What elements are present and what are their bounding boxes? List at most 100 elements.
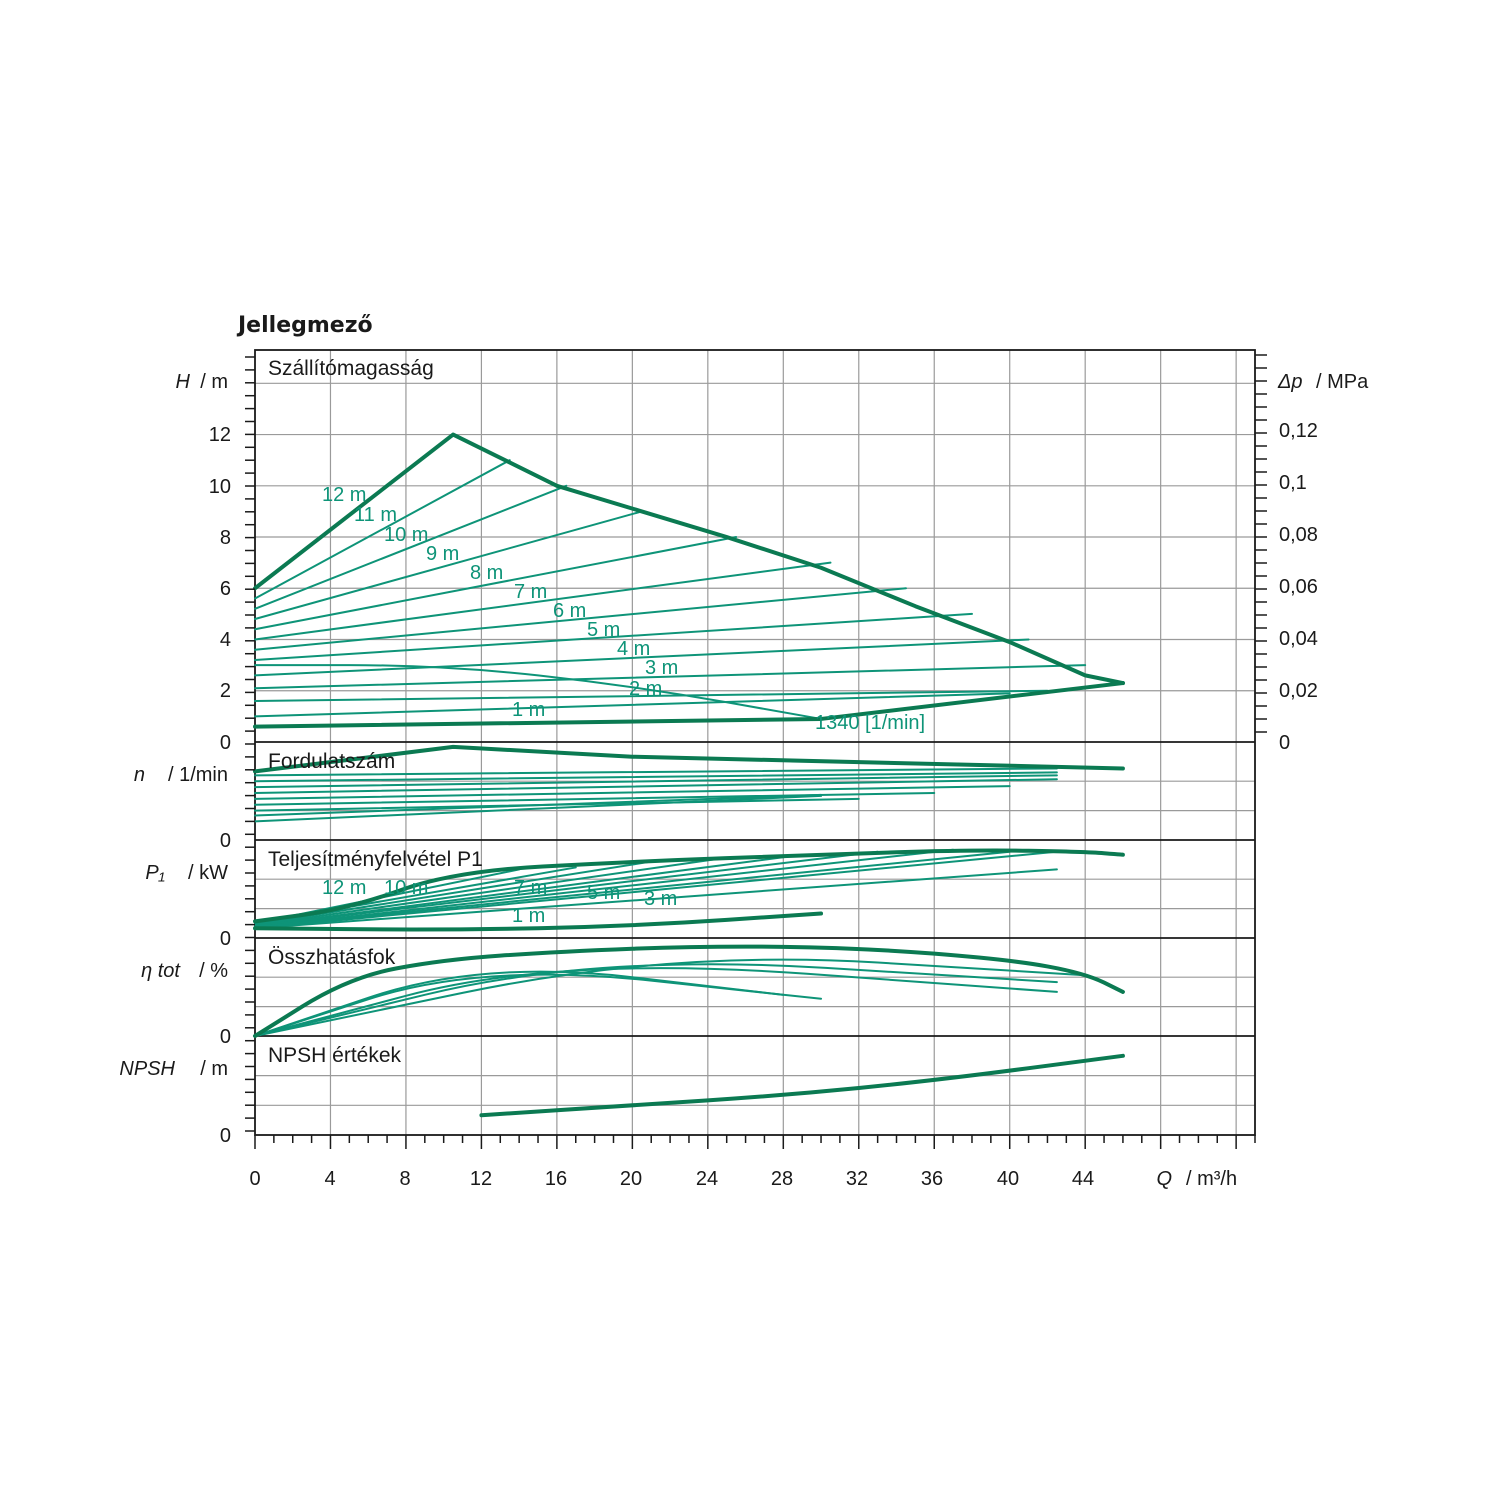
- x-tick-labels: 0 4 8 12 16 20 24 28 32 36 40 44: [249, 1168, 1094, 1190]
- speed-curve: [254, 767, 1058, 777]
- x-tick: 20: [620, 1168, 642, 1190]
- power-curve: [254, 850, 879, 928]
- x-tick: 24: [696, 1168, 718, 1190]
- x-tick: 28: [771, 1168, 793, 1190]
- head-y-tick: 12: [209, 424, 231, 446]
- x-tick: 16: [545, 1168, 567, 1190]
- ylabel-head-unit: / m: [200, 371, 228, 393]
- ylabel-npsh-sym: NPSH: [119, 1058, 175, 1080]
- power-curve-label: 5 m: [587, 882, 620, 904]
- head-line-5m: [254, 612, 973, 662]
- efficiency-y-zero: 0: [220, 1026, 231, 1048]
- power-curve-label: 7 m: [514, 877, 547, 899]
- head-line-4m: [254, 638, 1030, 677]
- ylabel-speed-sym: n: [134, 764, 145, 786]
- power-curve-label: 12 m: [322, 877, 366, 899]
- head-envelope-min: [253, 681, 1125, 729]
- x-axis-label-sym: Q: [1156, 1168, 1172, 1190]
- power-curve: [254, 856, 728, 927]
- speed-y-zero: 0: [220, 830, 231, 852]
- speed-curve: [254, 785, 1011, 800]
- x-tick: 8: [399, 1168, 410, 1190]
- head-y-tick: 2: [220, 680, 231, 702]
- head-line-7m: [254, 561, 832, 641]
- head-line-8m: [254, 536, 738, 631]
- chart-title: Jellegmező: [236, 313, 373, 338]
- head-curve-label: 5 m: [587, 619, 620, 641]
- head-y-tick: 6: [220, 578, 231, 600]
- power-curve-labels: 12 m 10 m 7 m 5 m 3 m 1 m: [322, 877, 677, 927]
- head-curve-labels: 12 m 11 m 10 m 9 m 8 m 7 m 6 m 5 m 4 m 3…: [322, 484, 925, 734]
- head-y-tick: 4: [220, 629, 231, 651]
- panel-title-speed: Fordulatszám: [268, 750, 395, 773]
- speed-curve: [254, 794, 823, 823]
- speed-label: 1340 [1/min]: [815, 712, 925, 734]
- power-curve-label: 10 m: [384, 877, 428, 899]
- right-y-tick: 0,12: [1279, 420, 1318, 442]
- head-line-3m: [254, 664, 1087, 690]
- x-tick: 0: [249, 1168, 260, 1190]
- head-y-tick: 8: [220, 527, 231, 549]
- head-y-tick: 0: [220, 732, 231, 754]
- efficiency-curve: [254, 967, 1058, 1037]
- panel-title-head: Szállítómagasság: [268, 357, 434, 380]
- tick-marks: [245, 354, 1267, 1149]
- head-curve-label: 4 m: [617, 638, 650, 660]
- head-line-2m: [254, 689, 1049, 703]
- x-tick: 4: [324, 1168, 335, 1190]
- ylabel-efficiency-sym: η tot: [141, 960, 181, 982]
- efficiency-curve: [254, 958, 1087, 1037]
- power-curve: [254, 848, 955, 929]
- right-axis-label-sym: Δp: [1277, 371, 1303, 393]
- head-curve-label: 12 m: [322, 484, 366, 506]
- x-tick: 36: [921, 1168, 943, 1190]
- panel-title-power: Teljesítményfelvétel P1: [268, 848, 483, 871]
- head-y-tick: 10: [209, 476, 231, 498]
- power-curve-label: 1 m: [512, 905, 545, 927]
- ylabel-speed-unit: / 1/min: [168, 764, 228, 786]
- speed-curve: [254, 778, 1058, 794]
- right-y-tick: 0,06: [1279, 576, 1318, 598]
- speed-envelope: [253, 744, 1125, 774]
- head-curve-label: 1 m: [512, 699, 545, 721]
- power-curve: [254, 853, 804, 928]
- power-min-curve: [253, 911, 824, 932]
- head-line-11m: [254, 459, 511, 600]
- right-y-tick: 0,04: [1279, 628, 1318, 650]
- head-curve-label: 10 m: [384, 524, 428, 546]
- right-y-tick: 0: [1279, 732, 1290, 754]
- head-line-6m: [254, 587, 907, 651]
- x-tick: 32: [846, 1168, 868, 1190]
- speed-curve: [254, 793, 823, 817]
- right-y-tick: 0,08: [1279, 524, 1318, 546]
- efficiency-envelope: [253, 944, 1125, 1038]
- head-curve-label: 11 m: [354, 504, 397, 526]
- power-curve: [254, 850, 1011, 929]
- x-tick: 40: [997, 1168, 1019, 1190]
- head-curve-label: 2 m: [629, 678, 662, 700]
- x-axis-label-unit: / m³/h: [1186, 1168, 1237, 1190]
- head-line-9m: [254, 510, 643, 621]
- curves-layer: [253, 432, 1125, 1118]
- speed-curve: [254, 771, 1058, 783]
- power-y-zero: 0: [220, 928, 231, 950]
- head-line-1m: [254, 692, 1011, 718]
- ylabel-npsh-unit: / m: [200, 1058, 228, 1080]
- head-curve-label: 3 m: [645, 657, 678, 679]
- x-tick: 44: [1072, 1168, 1094, 1190]
- panel-title-efficiency: Összhatásfok: [268, 946, 396, 969]
- head-envelope-max: [253, 432, 1125, 686]
- ylabel-power-sym: P₁: [145, 862, 165, 884]
- power-curve: [254, 868, 1058, 930]
- power-curve-label: 3 m: [644, 888, 677, 910]
- efficiency-curve: [254, 973, 823, 1037]
- npsh-y-zero: 0: [220, 1125, 231, 1147]
- panel-title-npsh: NPSH értékek: [268, 1044, 402, 1067]
- x-tick: 12: [470, 1168, 492, 1190]
- power-curve: [254, 849, 1068, 930]
- head-curve-label: 6 m: [553, 600, 586, 622]
- head-curve-label: 9 m: [426, 543, 459, 565]
- right-y-tick: 0,1: [1279, 472, 1307, 494]
- head-curve-label: 7 m: [514, 581, 547, 603]
